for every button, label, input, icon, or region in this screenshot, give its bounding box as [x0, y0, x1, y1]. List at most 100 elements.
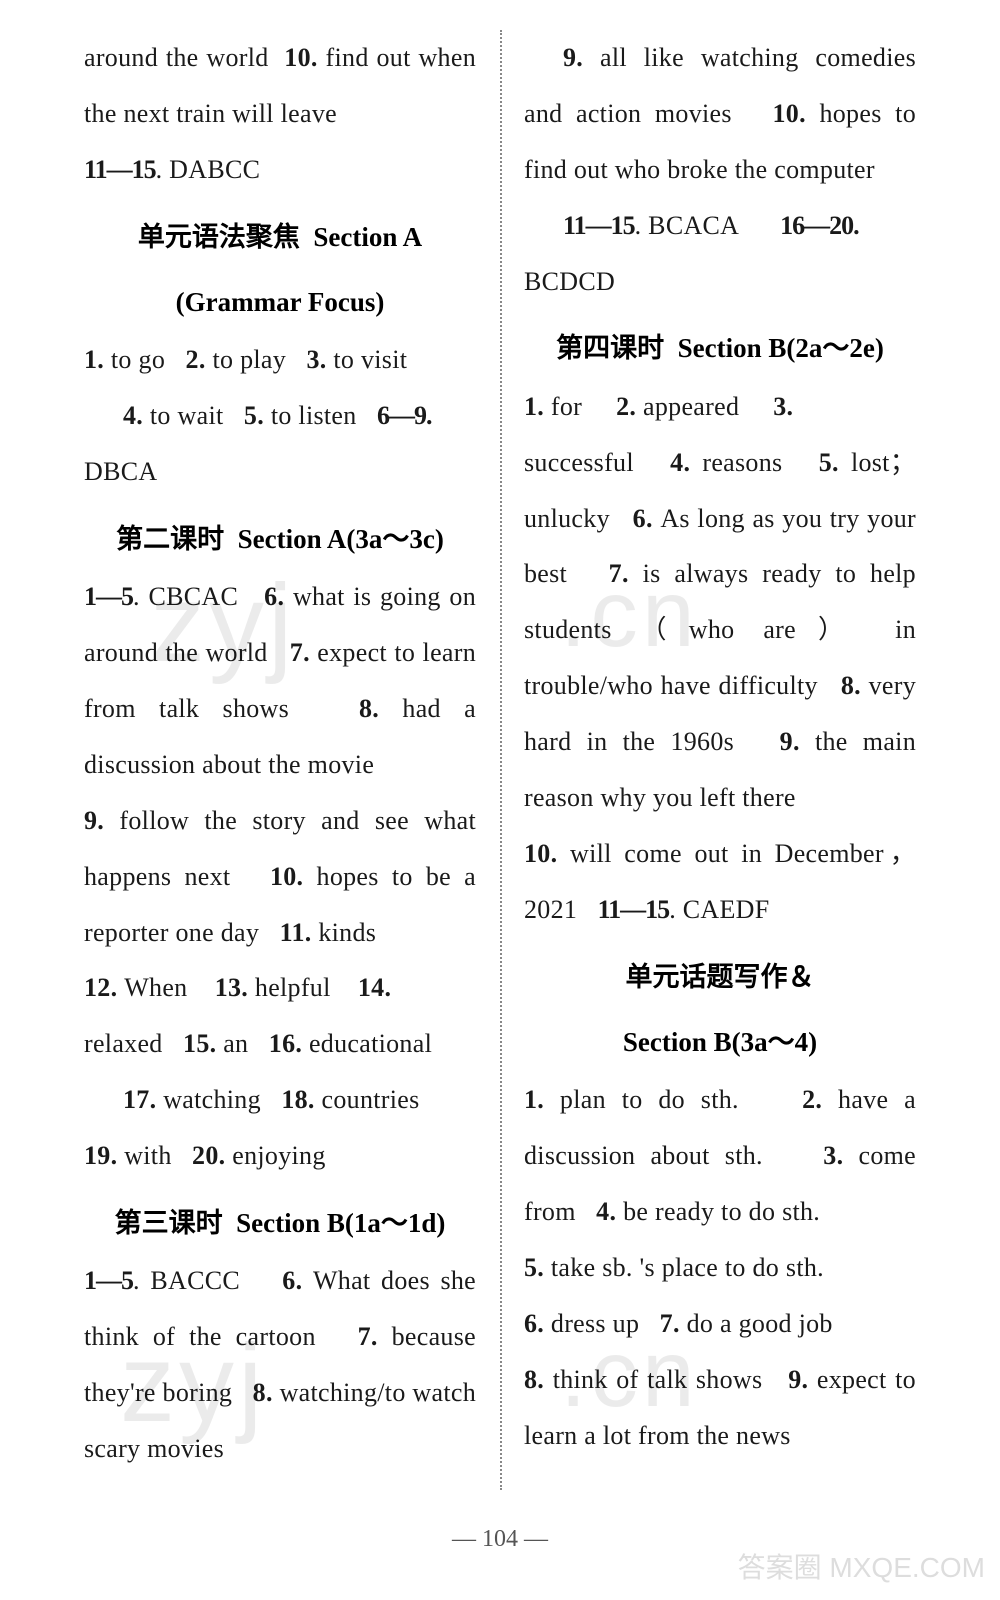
- item-num: 13.: [215, 973, 255, 1002]
- heading-cn: 第三课时: [115, 1208, 223, 1238]
- heading-en: Section A(3a～3c): [238, 524, 444, 554]
- text: plan to do sth.: [560, 1085, 739, 1114]
- item-num: 9.: [563, 43, 600, 72]
- item-num: 14.: [358, 973, 391, 1002]
- text: around the world: [84, 43, 269, 72]
- left-content: 19. with 20. enjoying: [84, 1128, 476, 1184]
- item-range: 11—15: [84, 155, 156, 184]
- heading-cn: 单元语法聚焦: [138, 222, 300, 252]
- text: relaxed: [84, 1029, 163, 1058]
- text: . CAEDF: [669, 895, 769, 924]
- item-num: 1.: [84, 345, 111, 374]
- item-num: .: [426, 401, 433, 430]
- text: to go: [111, 345, 165, 374]
- heading-cn: 第四课时: [556, 333, 664, 363]
- item-range: 6—9: [377, 401, 426, 430]
- section-heading: 第二课时 Section A(3a～3c): [84, 514, 476, 565]
- item-num: 7.: [609, 559, 643, 588]
- text: an: [223, 1029, 248, 1058]
- item-num: 1.: [524, 392, 551, 421]
- text: be ready to do sth.: [623, 1197, 820, 1226]
- item-num: 16.: [269, 1029, 309, 1058]
- item-num: 2.: [186, 345, 213, 374]
- item-num: 9.: [84, 806, 119, 835]
- heading-en: Section B(1a～1d): [236, 1208, 445, 1238]
- text: successful: [524, 448, 634, 477]
- item-num: 8.: [253, 1378, 280, 1407]
- item-num: 8.: [841, 671, 869, 700]
- text: kinds: [318, 918, 376, 947]
- left-content: relaxed 15. an 16. educational: [84, 1016, 476, 1072]
- text: watching: [163, 1085, 261, 1114]
- left-content: 4. to wait 5. to listen 6—9.: [84, 388, 476, 444]
- left-content: around the world 10. find out when the n…: [84, 30, 476, 142]
- item-num: 10.: [524, 839, 570, 868]
- right-content: 10. will come out in December，2021 11—15…: [524, 826, 916, 938]
- section-heading: 第四课时 Section B(2a～2e): [524, 323, 916, 374]
- right-content: 1. for 2. appeared 3.: [524, 379, 916, 435]
- text: . CBCAC: [133, 582, 238, 611]
- left-content: DBCA: [84, 444, 476, 500]
- text: . BCACA: [635, 211, 740, 240]
- text: enjoying: [232, 1141, 325, 1170]
- right-content: 1. plan to do sth. 2. have a discussion …: [524, 1072, 916, 1240]
- item-num: 4.: [670, 448, 702, 477]
- left-content: 1—5. CBCAC 6. what is going on around th…: [84, 569, 476, 793]
- section-heading: 第三课时 Section B(1a～1d): [84, 1198, 476, 1249]
- item-num: 4.: [123, 401, 150, 430]
- text: DBCA: [84, 457, 157, 486]
- item-range: 16—20: [780, 211, 853, 240]
- text: to listen: [271, 401, 357, 430]
- text: think of talk shows: [553, 1365, 763, 1394]
- text: do a good job: [687, 1309, 833, 1338]
- text: . DABCC: [156, 155, 261, 184]
- text: reasons: [702, 448, 782, 477]
- section-heading: 单元话题写作＆: [524, 952, 916, 1003]
- item-num: 2.: [802, 1085, 838, 1114]
- item-num: 4.: [596, 1197, 623, 1226]
- text: countries: [322, 1085, 420, 1114]
- right-content: BCDCD: [524, 254, 916, 310]
- text: for: [551, 392, 582, 421]
- right-content: 5. take sb. 's place to do sth.: [524, 1240, 916, 1296]
- text: with: [124, 1141, 171, 1170]
- item-num: 5.: [244, 401, 271, 430]
- item-num: 9.: [788, 1365, 817, 1394]
- text: to play: [212, 345, 286, 374]
- item-num: 7.: [660, 1309, 687, 1338]
- item-num: 2.: [616, 392, 643, 421]
- right-content: 11—15. BCACA 16—20.: [524, 198, 916, 254]
- text: take sb. 's place to do sth.: [551, 1253, 824, 1282]
- text: When: [124, 973, 187, 1002]
- item-num: 11.: [280, 918, 319, 947]
- item-num: 10.: [772, 99, 819, 128]
- section-heading: 单元语法聚焦 Section A: [84, 212, 476, 263]
- heading-en: Section B(2a～2e): [678, 333, 884, 363]
- item-num: 5.: [524, 1253, 551, 1282]
- item-num: 7.: [358, 1322, 392, 1351]
- text: educational: [309, 1029, 432, 1058]
- right-column: 9. all like watching comedies and action…: [500, 30, 940, 1500]
- item-num: 15.: [183, 1029, 223, 1058]
- item-num: 6.: [633, 504, 661, 533]
- left-content: 1—5. BACCC 6. What does she think of the…: [84, 1253, 476, 1477]
- text: to visit: [333, 345, 407, 374]
- right-content: 8. think of talk shows 9. expect to lear…: [524, 1352, 916, 1464]
- item-num: 3.: [773, 392, 793, 421]
- item-num: 12.: [84, 973, 124, 1002]
- item-num: 20.: [192, 1141, 232, 1170]
- left-content: 9. follow the story and see what happens…: [84, 793, 476, 961]
- item-range: 11—15: [563, 211, 635, 240]
- item-num: 6.: [264, 582, 293, 611]
- item-num: .: [853, 211, 860, 240]
- left-content: 12. When 13. helpful 14.: [84, 960, 476, 1016]
- text: . BACCC: [133, 1266, 240, 1295]
- right-content: 6. dress up 7. do a good job: [524, 1296, 916, 1352]
- text: appeared: [643, 392, 739, 421]
- text: BCDCD: [524, 267, 615, 296]
- left-content: 11—15. DABCC: [84, 142, 476, 198]
- corner-logo: 答案圈 MXQE.COM: [738, 1551, 985, 1585]
- column-divider: [500, 30, 502, 1490]
- heading-en: Section A: [313, 222, 422, 252]
- item-num: 10.: [270, 862, 317, 891]
